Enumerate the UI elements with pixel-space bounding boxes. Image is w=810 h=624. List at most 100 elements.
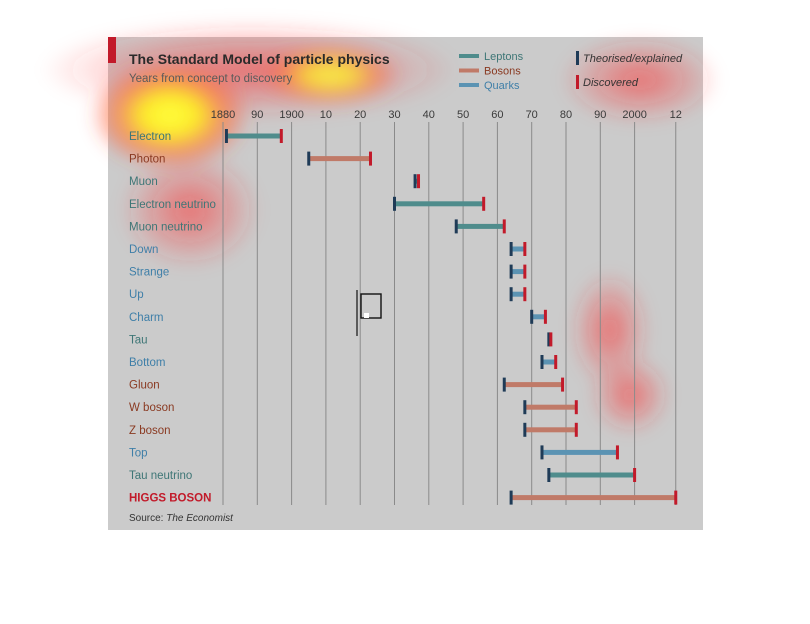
particle-row: Up [129,287,527,302]
source-note: Source: The Economist [129,513,234,524]
range-bar [456,223,505,229]
theorised-marker [224,129,228,143]
discovered-marker [554,355,558,369]
range-bar [511,246,525,252]
particle-row: Strange [129,264,527,279]
particle-label: Muon [129,176,158,188]
particle-label: Tau neutrino [129,470,192,482]
discovered-marker [615,445,619,460]
discovered-marker [417,174,421,189]
range-bar [415,178,419,184]
range-bar [511,495,676,501]
particle-label: Strange [129,267,169,279]
particle-label: Z boson [129,425,171,437]
discovered-marker [561,377,565,392]
particle-row: Electron neutrino [129,196,486,211]
discovered-marker [674,490,678,505]
range-bar [226,133,282,139]
legend-marker-1 [576,75,579,89]
legend-marker-0 [576,51,579,65]
particle-label: Gluon [129,380,160,392]
heatmap-overlay [40,20,720,435]
x-tick-label: 12 [670,109,682,121]
x-tick-label: 60 [491,109,503,121]
legend-label-lepton: Leptons [484,51,524,63]
particle-row: Z boson [129,422,578,437]
discovered-marker [633,468,637,482]
particle-row: Electron [129,129,283,143]
chart-subtitle: Years from concept to discovery [129,73,292,85]
particle-row: Top [129,445,619,460]
theorised-marker [523,400,527,415]
theorised-marker [307,151,311,166]
x-tick-label: 80 [560,109,572,121]
source-name: The Economist [166,513,234,524]
particle-row: Muon [129,174,421,189]
theorised-marker [530,309,534,324]
legend-swatch-boson [459,68,479,73]
range-bar [548,472,635,478]
particle-label: Charm [129,312,164,324]
x-tick-label: 10 [320,109,332,121]
text-cursor-icon [356,290,382,336]
particle-label: Photon [129,154,165,166]
discovered-marker [523,287,527,302]
particle-label: HIGGS BOSON [129,493,211,505]
legend-swatch-quark [459,83,479,87]
theorised-marker [509,490,513,505]
theorised-marker [413,174,417,189]
particle-rows: Electron Photon Muon Electron neutrino Muon … [129,129,678,505]
range-bar [531,314,546,320]
discovered-marker [482,196,486,211]
theorised-marker [509,242,513,256]
particle-row: Gluon [129,377,565,392]
particle-label: Electron [129,131,171,143]
particle-row: Bottom [129,355,558,369]
particle-row: HIGGS BOSON [129,490,678,505]
particle-label: Tau [129,334,148,346]
particle-row: W boson [129,400,578,415]
legend-marker-label-0: Theorised/explained [583,53,683,65]
range-bar [541,359,556,365]
discovered-marker [574,400,578,415]
range-bar [524,427,577,433]
particle-label: Down [129,244,158,256]
chart-title: The Standard Model of particle physics [129,51,390,67]
range-bar [504,382,563,388]
particle-label: Up [129,289,144,301]
grid [222,122,677,505]
x-tick-label: 1880 [211,109,235,121]
discovered-marker [523,242,527,256]
x-tick-label: 70 [526,109,538,121]
x-tick-label: 90 [251,109,263,121]
x-tick-label: 90 [594,109,606,121]
legend-swatch-lepton [459,54,479,58]
legend: Leptons Bosons Quarks Theorised/explained Di… [459,51,683,92]
x-tick-label: 30 [388,109,400,121]
legend-label-boson: Bosons [484,66,521,78]
theorised-marker [523,422,527,437]
range-bar [524,404,577,410]
discovered-marker [279,129,283,143]
range-bar [394,201,484,207]
discovered-marker [549,332,553,347]
theorised-marker [547,332,551,347]
theorised-marker [547,468,551,482]
theorised-marker [393,196,396,211]
particle-row: Tau neutrino [129,468,637,482]
particle-label: Bottom [129,357,165,369]
x-tick-label: 20 [354,109,366,121]
particle-row: Down [129,242,527,256]
range-bar [541,449,618,455]
theorised-marker [540,355,544,369]
discovered-marker [523,264,527,279]
particle-label: Muon neutrino [129,221,203,233]
x-tick-label: 50 [457,109,469,121]
range-bar [511,269,525,275]
x-tick-label: 40 [423,109,435,121]
legend-marker-label-1: Discovered [583,77,639,89]
source-prefix: Source: [129,513,166,524]
x-tick-label: 2000 [622,109,646,121]
